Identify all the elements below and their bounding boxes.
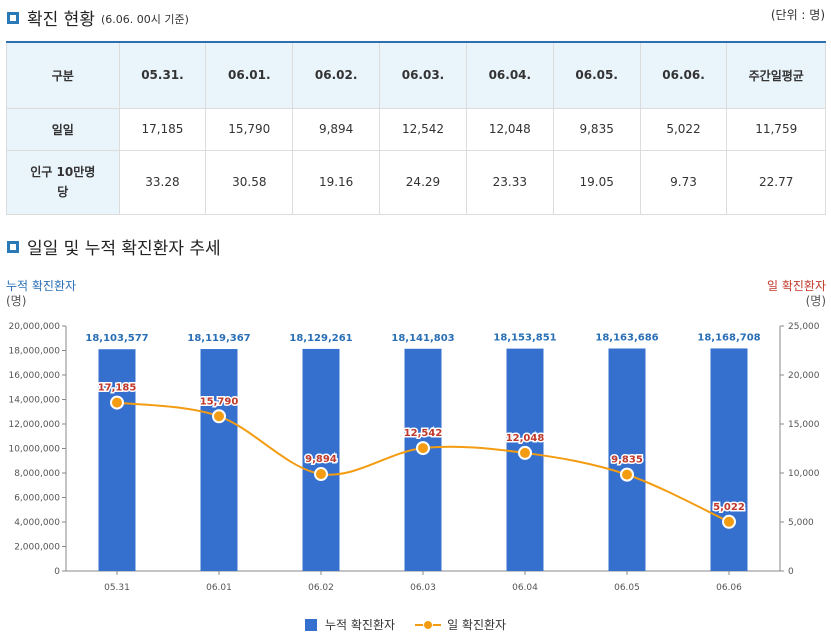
bar-value-label: 18,141,803 <box>391 333 454 344</box>
legend-bar-label: 누적 확진환자 <box>325 618 396 632</box>
left-axis-unit: (명) <box>6 294 27 308</box>
unit-note: (단위 : 명) <box>770 8 825 22</box>
table-cell: 9,894 <box>292 107 381 151</box>
table-cell: 22.77 <box>726 149 826 215</box>
line-point <box>212 409 226 424</box>
left-tick-label: 2,000,000 <box>14 543 60 553</box>
table-cell: 11,759 <box>726 107 826 151</box>
table-row-daily: 일일 17,185 15,790 9,894 12,542 12,048 9,8… <box>6 107 826 151</box>
table-cell: 9,835 <box>552 107 641 151</box>
table-cell: 12,542 <box>379 107 467 151</box>
left-tick-label: 4,000,000 <box>14 518 60 528</box>
right-tick-label: 5,000 <box>788 518 814 528</box>
left-axis-title: 누적 확진환자 (명) <box>6 279 76 309</box>
table-header-cell: 06.04. <box>465 41 554 109</box>
line-point-label: 9,835 <box>611 455 643 466</box>
bar-value-label: 18,119,367 <box>187 333 250 344</box>
legend-bar-swatch <box>305 618 317 631</box>
table-cell: 12,048 <box>465 107 554 151</box>
line-point <box>518 445 532 460</box>
bar-cumulative <box>98 349 136 571</box>
table-row-header: 일일 <box>6 107 120 151</box>
right-tick-label: 10,000 <box>788 469 820 479</box>
section-header-status: 확진 현황 (6.06. 00시 기준) <box>7 5 189 30</box>
line-point <box>620 467 634 482</box>
table-header-cell: 구분 <box>6 41 120 109</box>
x-tick-label: 06.01 <box>206 583 232 593</box>
chart-legend: 누적 확진환자 일 확진환자 <box>305 616 506 633</box>
stats-table: 구분 05.31. 06.01. 06.02. 06.03. 06.04. 06… <box>6 41 826 215</box>
line-point-label: 15,790 <box>200 396 239 407</box>
right-axis-unit: (명) <box>805 294 826 308</box>
table-header-row: 구분 05.31. 06.01. 06.02. 06.03. 06.04. 06… <box>6 41 826 109</box>
table-cell: 23.33 <box>465 149 554 215</box>
left-tick-label: 6,000,000 <box>14 494 60 504</box>
right-tick-label: 15,000 <box>788 420 820 430</box>
table-cell: 15,790 <box>205 107 294 151</box>
left-tick-label: 8,000,000 <box>14 469 60 479</box>
legend-line-label: 일 확진환자 <box>447 618 507 632</box>
left-tick-label: 10,000,000 <box>8 445 60 455</box>
bar-cumulative <box>200 349 238 571</box>
bar-value-label: 18,168,708 <box>697 332 760 343</box>
x-tick-label: 05.31 <box>104 583 130 593</box>
section-square-icon <box>7 240 19 253</box>
line-point <box>416 441 430 456</box>
line-point-label: 12,542 <box>404 428 443 439</box>
line-point-label: 12,048 <box>506 433 545 444</box>
right-tick-label: 0 <box>788 567 794 577</box>
legend-line-swatch <box>415 619 442 631</box>
left-tick-label: 18,000,000 <box>8 347 60 357</box>
bar-value-label: 18,103,577 <box>85 333 148 344</box>
table-cell: 9.73 <box>639 149 728 215</box>
x-tick-label: 06.06 <box>716 583 742 593</box>
line-point <box>722 514 736 529</box>
section-header-trend: 일일 및 누적 확진환자 추세 <box>7 234 221 259</box>
bar-cumulative <box>404 348 442 571</box>
bar-cumulative <box>302 348 340 571</box>
left-tick-label: 14,000,000 <box>8 396 60 406</box>
left-axis-title-text: 누적 확진환자 <box>6 279 77 293</box>
table-cell: 33.28 <box>118 149 207 215</box>
x-tick-label: 06.05 <box>614 583 640 593</box>
bar-value-label: 18,153,851 <box>493 333 556 344</box>
bar-cumulative <box>710 348 748 571</box>
left-tick-label: 12,000,000 <box>8 420 60 430</box>
section-square-icon <box>7 11 19 24</box>
right-axis-title: 일 확진환자 (명) <box>767 279 826 309</box>
bar-value-label: 18,163,686 <box>595 332 658 343</box>
left-tick-label: 16,000,000 <box>8 371 60 381</box>
table-row-header: 인구 10만명당 <box>6 149 120 215</box>
table-header-cell: 06.02. <box>292 41 381 109</box>
right-tick-label: 20,000 <box>788 371 820 381</box>
section-subtitle: (6.06. 00시 기준) <box>100 13 189 26</box>
table-cell: 24.29 <box>379 149 467 215</box>
x-tick-label: 06.02 <box>308 583 334 593</box>
table-cell: 19.16 <box>292 149 381 215</box>
table-header-cell: 06.06. <box>639 41 728 109</box>
left-tick-label: 0 <box>54 567 60 577</box>
section-title: 일일 및 누적 확진환자 추세 <box>27 239 221 259</box>
section-title: 확진 현황 <box>27 10 95 30</box>
left-tick-label: 20,000,000 <box>8 322 60 332</box>
table-row-per-100k: 인구 10만명당 33.28 30.58 19.16 24.29 23.33 1… <box>6 149 826 215</box>
table-cell: 19.05 <box>552 149 641 215</box>
line-point <box>110 395 124 410</box>
x-tick-label: 06.03 <box>410 583 436 593</box>
bar-cumulative <box>608 348 646 571</box>
table-header-cell: 06.01. <box>205 41 294 109</box>
right-tick-label: 25,000 <box>788 322 820 332</box>
bar-value-label: 18,129,261 <box>289 333 352 344</box>
right-axis-title-text: 일 확진환자 <box>766 279 826 293</box>
line-point <box>314 467 328 482</box>
table-header-cell: 주간일평균 <box>726 41 826 109</box>
table-header-cell: 06.03. <box>379 41 467 109</box>
line-point-label: 17,185 <box>98 383 137 394</box>
x-tick-label: 06.04 <box>512 583 538 593</box>
line-point-label: 5,022 <box>713 502 745 513</box>
line-point-label: 9,894 <box>305 454 337 465</box>
